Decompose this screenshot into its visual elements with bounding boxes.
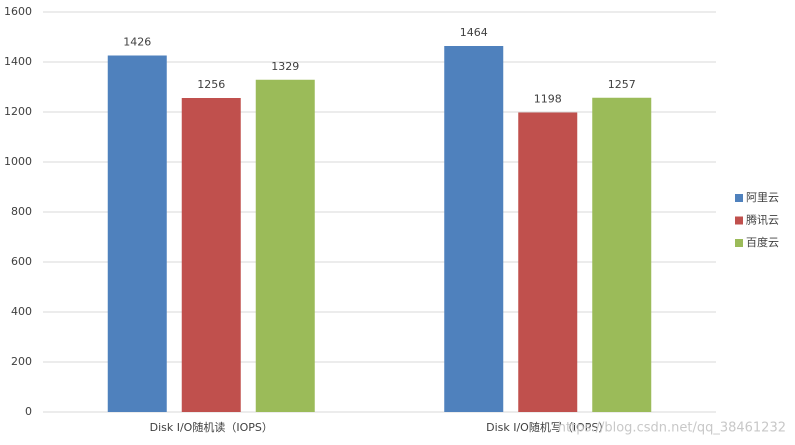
- data-label: 1198: [534, 93, 562, 106]
- legend-swatch: [735, 194, 743, 202]
- y-tick-label: 1200: [4, 105, 32, 118]
- data-label: 1329: [271, 60, 299, 73]
- legend-swatch: [735, 216, 743, 225]
- watermark: https://blog.csdn.net/qq_38461232: [558, 421, 786, 436]
- y-tick-label: 1600: [4, 5, 32, 18]
- legend-label: 百度云: [746, 235, 779, 249]
- data-label: 1256: [197, 78, 225, 91]
- bar: [592, 97, 652, 412]
- y-tick-label: 400: [11, 305, 32, 318]
- bar: [107, 55, 167, 412]
- y-tick-label: 0: [25, 405, 32, 418]
- y-tick-label: 1400: [4, 55, 32, 68]
- legend-swatch: [735, 239, 743, 247]
- legend-label: 阿里云: [746, 191, 779, 204]
- x-tick-label: Disk I/O随机读（IOPS）: [150, 420, 273, 434]
- y-tick-label: 600: [11, 255, 32, 268]
- bar: [181, 98, 241, 412]
- y-tick-label: 1000: [4, 155, 32, 168]
- legend-label: 腾讯云: [746, 213, 779, 227]
- bar: [518, 112, 578, 412]
- y-tick-label: 800: [11, 205, 32, 218]
- data-label: 1464: [460, 26, 488, 39]
- data-label: 1426: [123, 36, 151, 49]
- y-tick-label: 200: [11, 355, 32, 368]
- bar: [255, 79, 315, 412]
- data-label: 1257: [608, 78, 636, 91]
- x-tick-label: Disk I/O随机写（IOPS）: [486, 420, 609, 434]
- bar: [444, 46, 504, 412]
